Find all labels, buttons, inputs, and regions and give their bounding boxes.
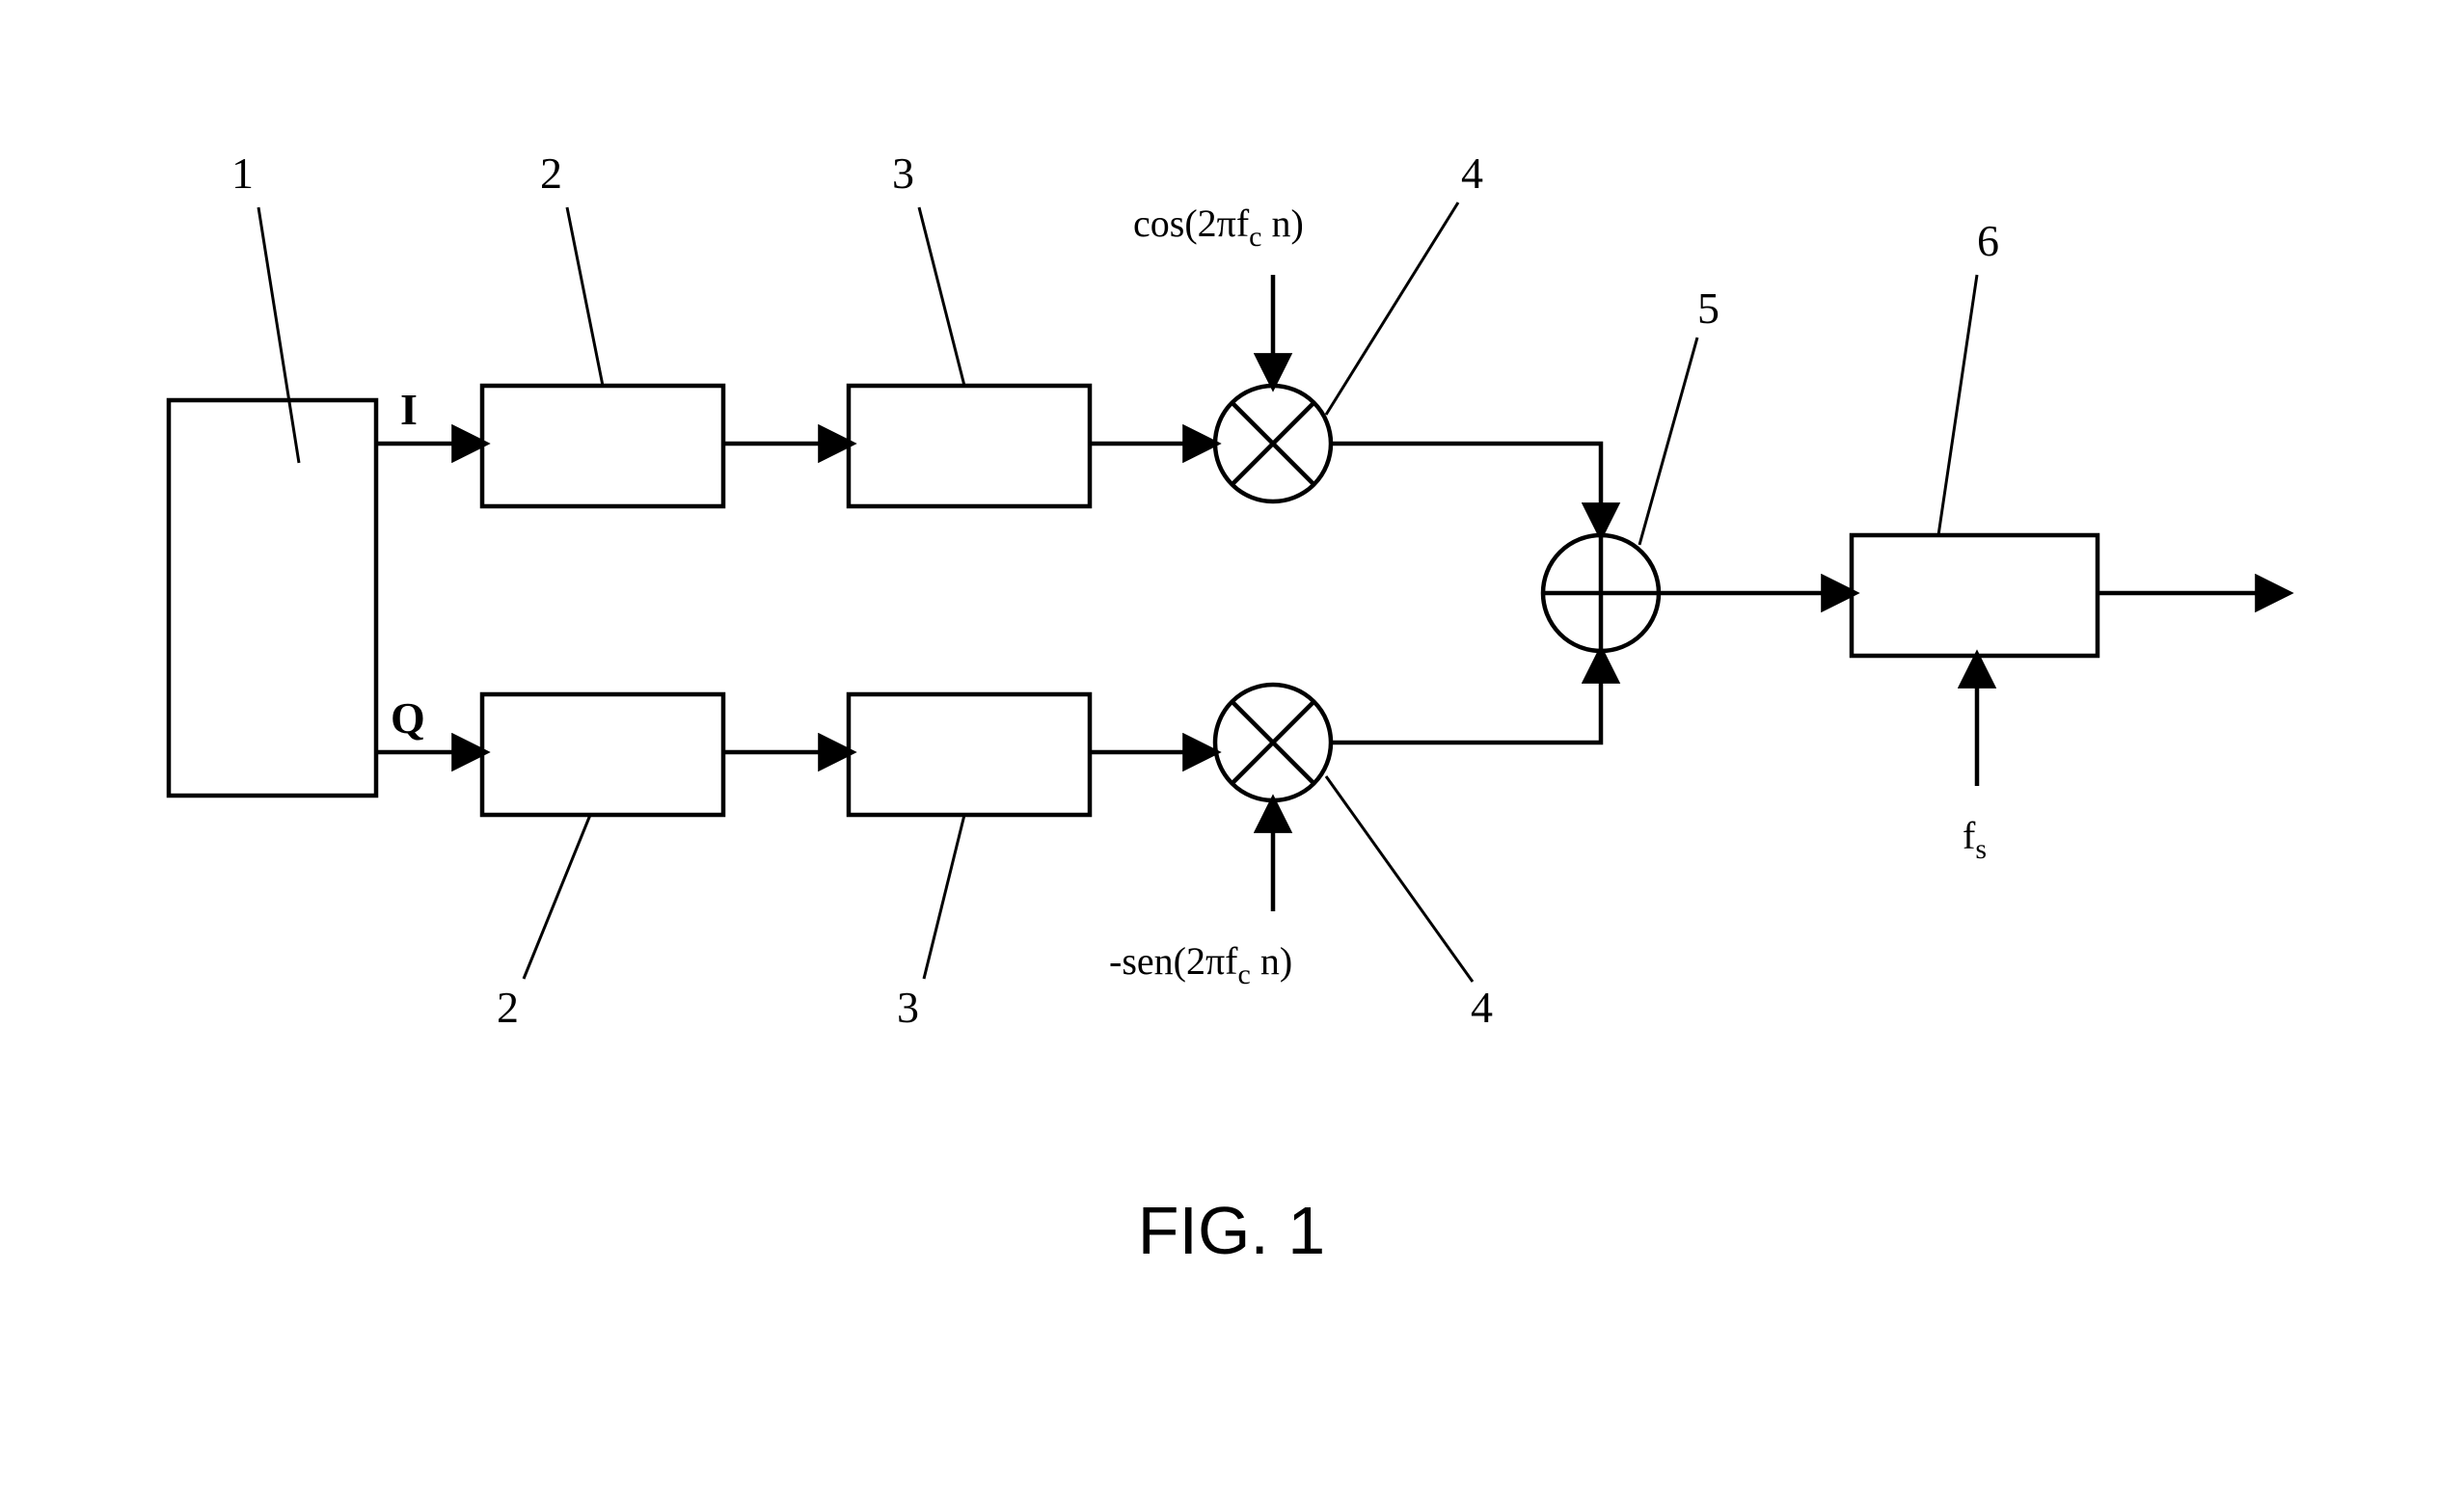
figure-caption: FIG. 1	[1138, 1193, 1325, 1268]
summer	[1543, 535, 1659, 651]
block-2-bottom	[482, 694, 723, 815]
ref-2-bot: 2	[497, 983, 519, 1032]
label-sin: -sen(2πfc n)	[1109, 939, 1292, 990]
label-Q: Q	[391, 693, 425, 743]
wire-mixb-sum	[1331, 653, 1601, 743]
ref-2-top: 2	[540, 149, 562, 198]
mixer-top	[1215, 386, 1331, 501]
block-diagram: I Q cos(2πfc n) -sen(2πfc n) fs 1 2 3 4 …	[0, 0, 2464, 1487]
block-2-top	[482, 386, 723, 506]
source-block	[169, 400, 376, 796]
block-3-bottom	[849, 694, 1090, 815]
label-I: I	[400, 385, 418, 434]
ref-3-bot: 3	[897, 983, 919, 1032]
ref-3-top: 3	[892, 149, 914, 198]
ref-leaders: 1 2 3 4 5 6 2 3 4	[231, 149, 1999, 1032]
mixer-bottom	[1215, 685, 1331, 800]
label-cos: cos(2πfc n)	[1133, 202, 1304, 253]
output-block	[1852, 535, 2098, 656]
ref-5: 5	[1697, 284, 1719, 333]
label-fs: fs	[1963, 814, 1987, 865]
ref-4-bot: 4	[1471, 983, 1493, 1032]
block-3-top	[849, 386, 1090, 506]
ref-1: 1	[231, 149, 254, 198]
ref-6: 6	[1977, 216, 1999, 265]
ref-4-top: 4	[1461, 149, 1483, 198]
wire-mixt-sum	[1331, 444, 1601, 533]
